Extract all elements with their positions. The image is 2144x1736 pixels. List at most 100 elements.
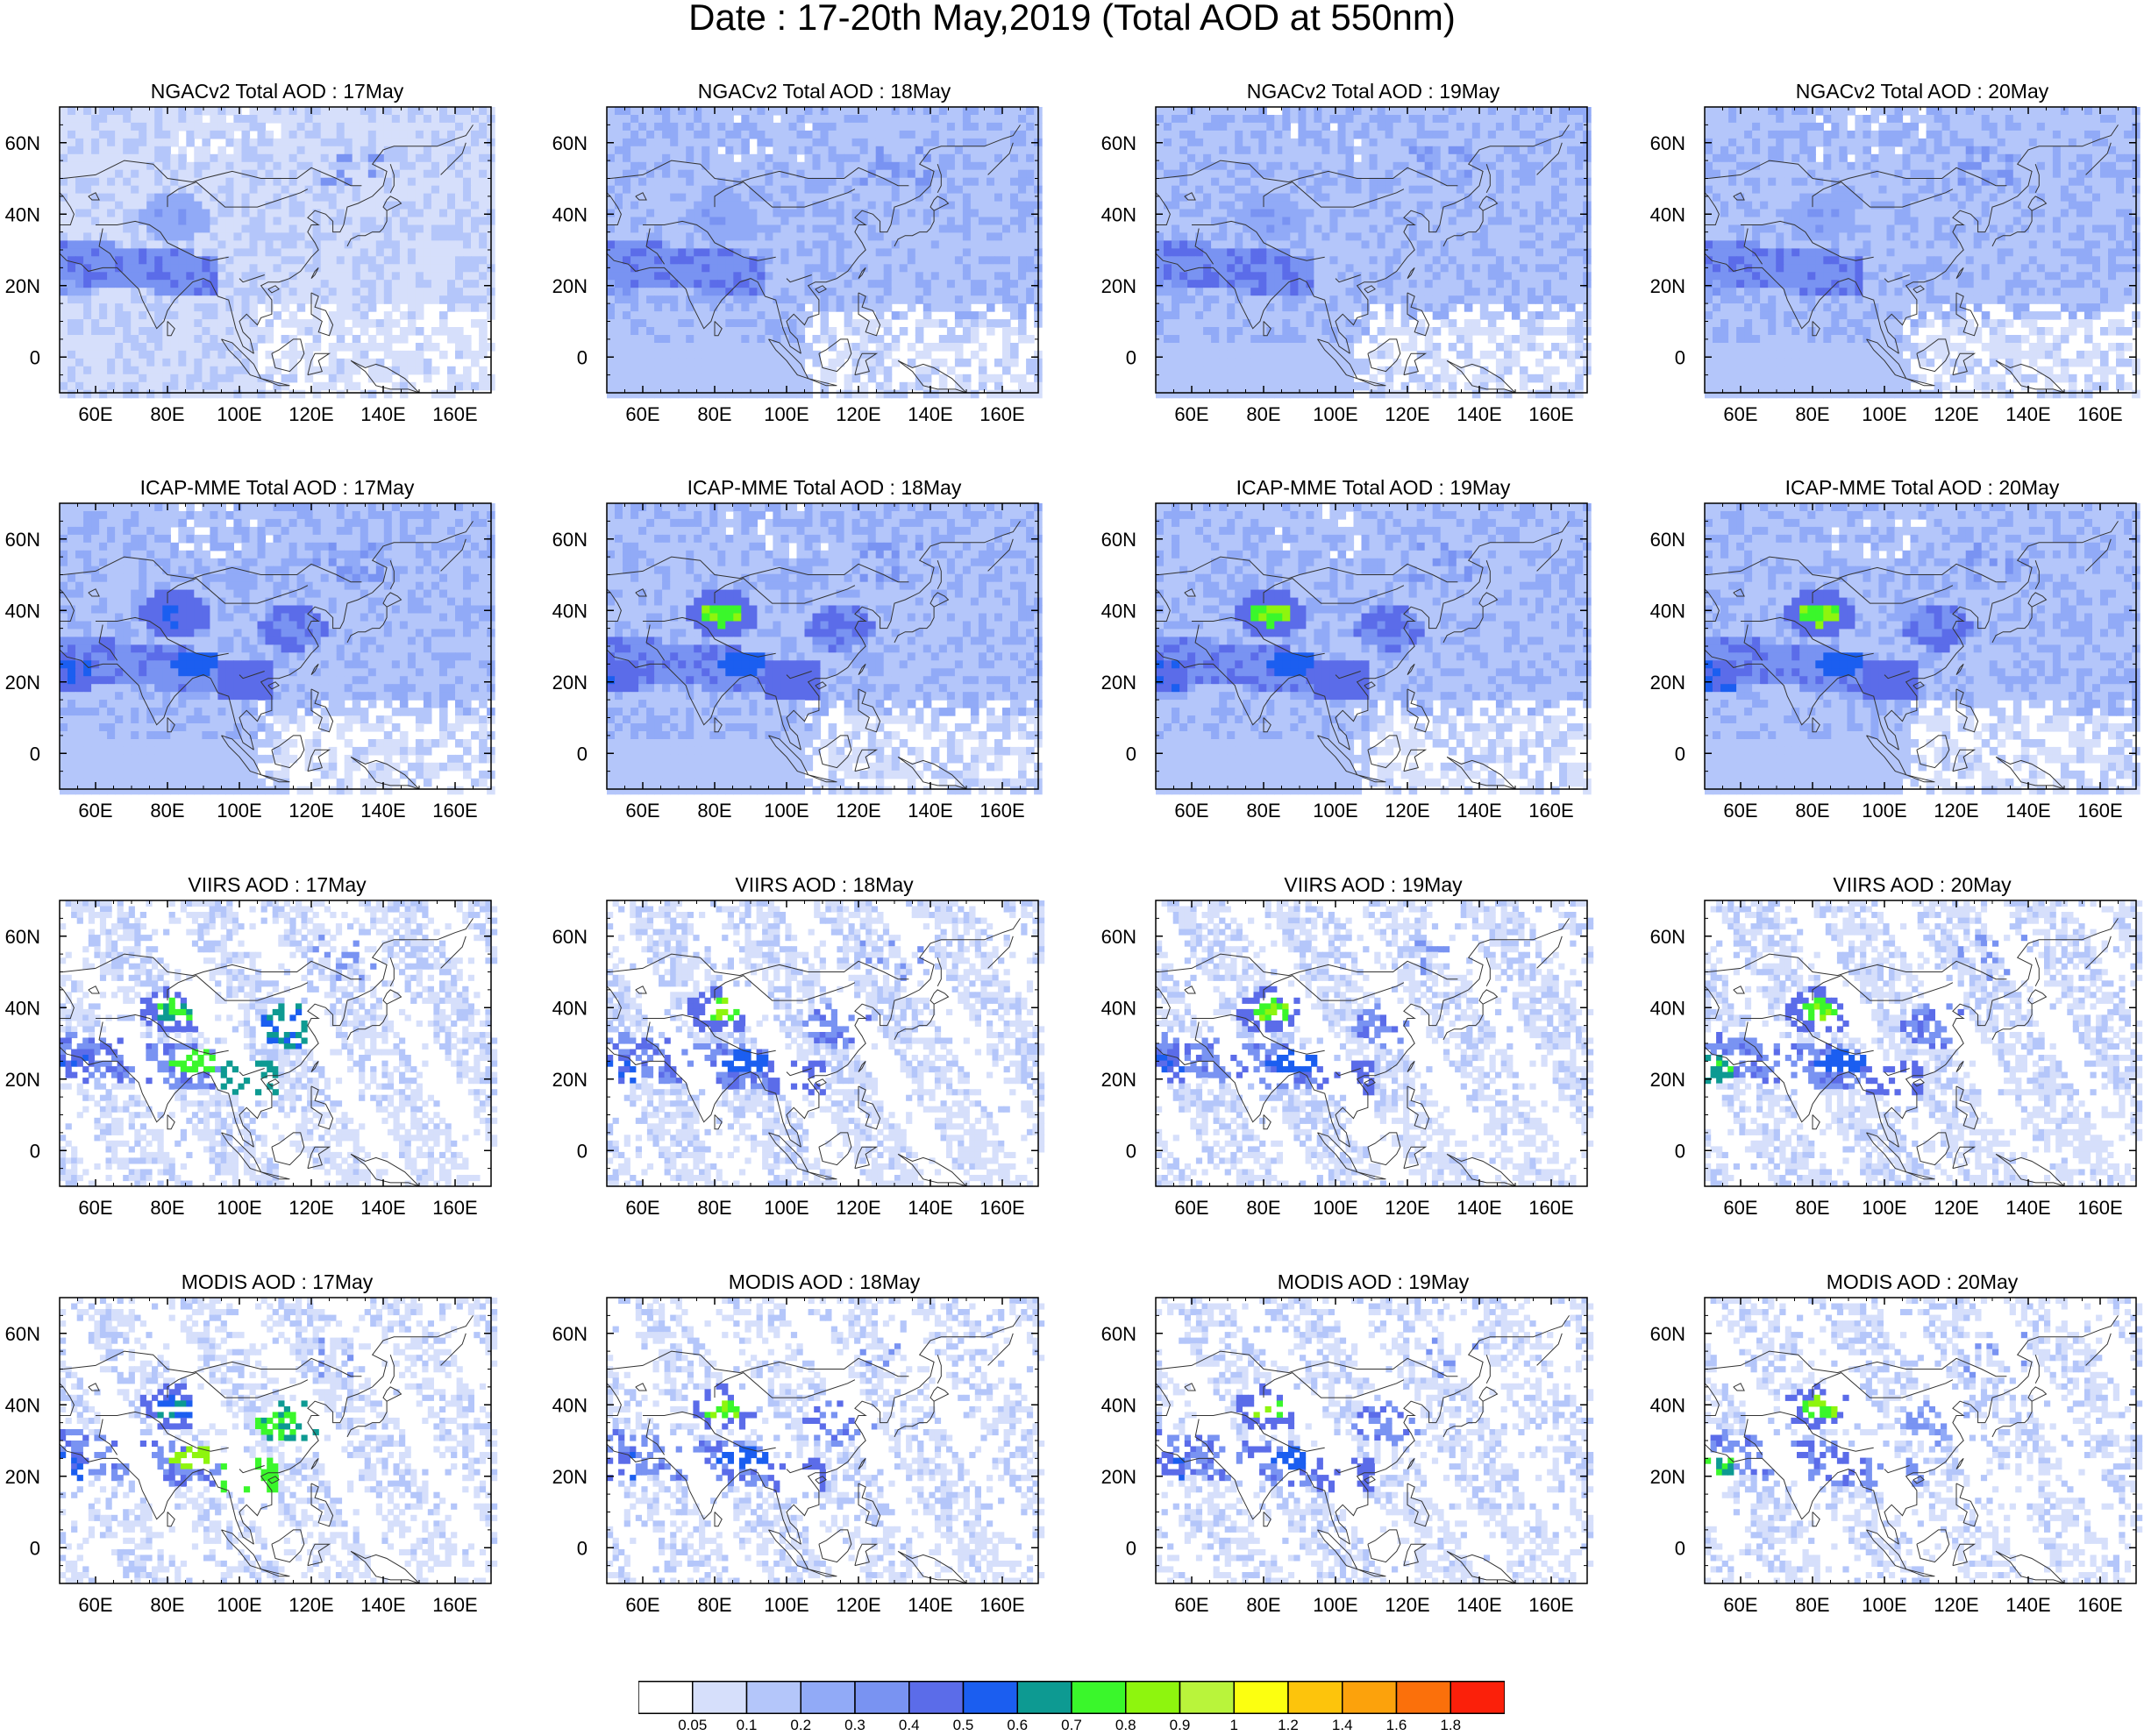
map-panel: NGACv2 Total AOD : 17May 60E 80E 100E 120E 14… (5, 77, 495, 425)
x-tick-label: 160E (979, 1594, 1024, 1616)
y-tick-label: 60N (552, 132, 588, 154)
colorbar-swatch (854, 1681, 910, 1714)
x-tick-label: 160E (2077, 1197, 2122, 1219)
x-tick-label: 60E (1174, 1594, 1208, 1616)
y-tick-label: 0 (30, 346, 40, 368)
aod-field (1705, 503, 2140, 795)
colorbar-label: 0.05 (678, 1717, 707, 1734)
x-tick-label: 60E (1723, 800, 1757, 822)
aod-field (1705, 1298, 2143, 1584)
x-tick-label: 120E (836, 800, 880, 822)
y-tick-label: 40N (1650, 1394, 1685, 1416)
map-frame: 60E 80E 100E 120E 140E 160E 60N 40N 20N 0 (1101, 1297, 1594, 1616)
y-tick-label: 0 (1675, 743, 1685, 765)
x-tick-label: 120E (288, 403, 333, 425)
x-tick-label: 140E (360, 1197, 405, 1219)
x-tick-label: 160E (979, 1197, 1024, 1219)
aod-map: 60E 80E 100E 120E 140E 160E 60N 40N 20N 0 (5, 900, 498, 1219)
aod-map: 60E 80E 100E 120E 140E 160E 60N 40N 20N 0 (1101, 900, 1594, 1219)
x-tick-label: 80E (1795, 403, 1829, 425)
x-tick-label: 100E (1862, 403, 1906, 425)
aod-field (1705, 900, 2143, 1187)
coastlines (606, 1315, 1021, 1584)
x-tick-label: 80E (150, 1594, 184, 1616)
panel-title: NGACv2 Total AOD : 18May (607, 77, 1042, 105)
aod-map: 60E 80E 100E 120E 140E 160E 60N 40N 20N 0 (1101, 106, 1592, 425)
aod-field (607, 1298, 1045, 1584)
aod-field (1156, 107, 1592, 399)
y-tick-label: 20N (1650, 1069, 1685, 1091)
colorbar-label: 0.1 (737, 1717, 758, 1734)
coastlines (606, 918, 1021, 1187)
coastlines (59, 125, 474, 394)
x-tick-label: 120E (836, 1197, 880, 1219)
map-frame: 60E 80E 100E 120E 140E 160E 60N 40N 20N 0 (552, 502, 1043, 822)
aod-map: 60E 80E 100E 120E 140E 160E 60N 40N 20N 0 (5, 502, 495, 822)
x-tick-label: 160E (1528, 403, 1573, 425)
colorbar-label: 0.6 (1007, 1717, 1028, 1734)
x-tick-label: 140E (1457, 403, 1501, 425)
map-panel: VIIRS AOD : 17May 60E 80E 100E 120E 140E 160E 6… (5, 871, 498, 1219)
y-tick-label: 40N (5, 1394, 40, 1416)
x-tick-label: 80E (697, 1197, 731, 1219)
coastlines (1704, 918, 2119, 1187)
map-panel: VIIRS AOD : 20May 60E 80E 100E 120E 140E 160E 6… (1650, 871, 2143, 1219)
y-tick-label: 0 (577, 1140, 588, 1162)
x-tick-label: 120E (1934, 1594, 1978, 1616)
y-tick-label: 20N (1650, 275, 1685, 297)
x-tick-label: 60E (1723, 1197, 1757, 1219)
colorbar-swatch (1071, 1681, 1127, 1714)
colorbar-swatch (1395, 1681, 1451, 1714)
y-tick-label: 0 (577, 1537, 588, 1559)
x-tick-label: 60E (1723, 403, 1757, 425)
y-tick-label: 40N (552, 203, 588, 225)
aod-field (1156, 503, 1592, 795)
x-tick-label: 100E (764, 1197, 808, 1219)
x-tick-label: 140E (1457, 1594, 1501, 1616)
x-tick-label: 80E (1246, 1594, 1280, 1616)
y-tick-label: 40N (552, 1394, 588, 1416)
map-frame: 60E 80E 100E 120E 140E 160E 60N 40N 20N 0 (5, 502, 495, 822)
map-frame: 60E 80E 100E 120E 140E 160E 60N 40N 20N 0 (552, 900, 1045, 1219)
x-tick-label: 100E (764, 800, 808, 822)
y-tick-label: 60N (5, 132, 40, 154)
y-tick-label: 40N (1101, 203, 1136, 225)
x-tick-label: 100E (1313, 800, 1357, 822)
map-frame: 60E 80E 100E 120E 140E 160E 60N 40N 20N 0 (1101, 900, 1594, 1219)
colorbar-swatch (1450, 1681, 1505, 1714)
aod-field (607, 107, 1043, 399)
y-tick-label: 0 (30, 1140, 40, 1162)
y-tick-label: 40N (1650, 600, 1685, 622)
y-tick-label: 60N (552, 1323, 588, 1345)
map-frame: 60E 80E 100E 120E 140E 160E 60N 40N 20N 0 (1650, 502, 2140, 822)
x-tick-label: 140E (1457, 1197, 1501, 1219)
x-tick-label: 80E (697, 800, 731, 822)
x-tick-label: 120E (1385, 800, 1429, 822)
panel-title: ICAP-MME Total AOD : 20May (1705, 473, 2140, 502)
x-tick-label: 60E (1723, 1594, 1757, 1616)
map-panel: ICAP-MME Total AOD : 19May 60E 80E 100E 120E… (1101, 473, 1592, 822)
y-tick-label: 0 (30, 743, 40, 765)
y-tick-label: 20N (5, 1466, 40, 1488)
x-tick-label: 100E (1313, 1197, 1357, 1219)
colorbar-swatch (962, 1681, 1018, 1714)
map-panel: ICAP-MME Total AOD : 17May 60E 80E 100E 120E… (5, 473, 495, 822)
x-tick-label: 120E (1934, 800, 1978, 822)
panel-title: NGACv2 Total AOD : 17May (60, 77, 495, 105)
aod-map: 60E 80E 100E 120E 140E 160E 60N 40N 20N 0 (552, 502, 1043, 822)
aod-map: 60E 80E 100E 120E 140E 160E 60N 40N 20N 0 (1650, 502, 2140, 822)
x-tick-label: 100E (217, 1197, 261, 1219)
y-tick-label: 60N (1650, 132, 1685, 154)
map-frame: 60E 80E 100E 120E 140E 160E 60N 40N 20N 0 (1650, 900, 2143, 1219)
y-tick-label: 20N (1101, 672, 1136, 694)
x-tick-label: 160E (1528, 800, 1573, 822)
aod-field (60, 107, 495, 399)
map-frame: 60E 80E 100E 120E 140E 160E 60N 40N 20N 0 (552, 106, 1043, 425)
panel-title: VIIRS AOD : 19May (1156, 871, 1591, 899)
aod-map: 60E 80E 100E 120E 140E 160E 60N 40N 20N 0 (1650, 106, 2140, 425)
x-tick-label: 60E (625, 403, 659, 425)
x-tick-label: 100E (1313, 1594, 1357, 1616)
y-tick-label: 0 (1675, 1140, 1685, 1162)
x-tick-label: 60E (78, 1197, 112, 1219)
x-tick-label: 160E (979, 403, 1024, 425)
